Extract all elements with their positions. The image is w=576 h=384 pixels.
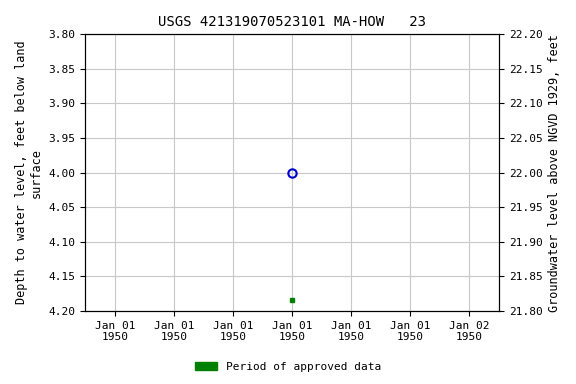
Y-axis label: Groundwater level above NGVD 1929, feet: Groundwater level above NGVD 1929, feet	[548, 34, 561, 311]
Legend: Period of approved data: Period of approved data	[191, 358, 385, 377]
Y-axis label: Depth to water level, feet below land
surface: Depth to water level, feet below land su…	[15, 41, 43, 305]
Title: USGS 421319070523101 MA-HOW   23: USGS 421319070523101 MA-HOW 23	[158, 15, 426, 29]
